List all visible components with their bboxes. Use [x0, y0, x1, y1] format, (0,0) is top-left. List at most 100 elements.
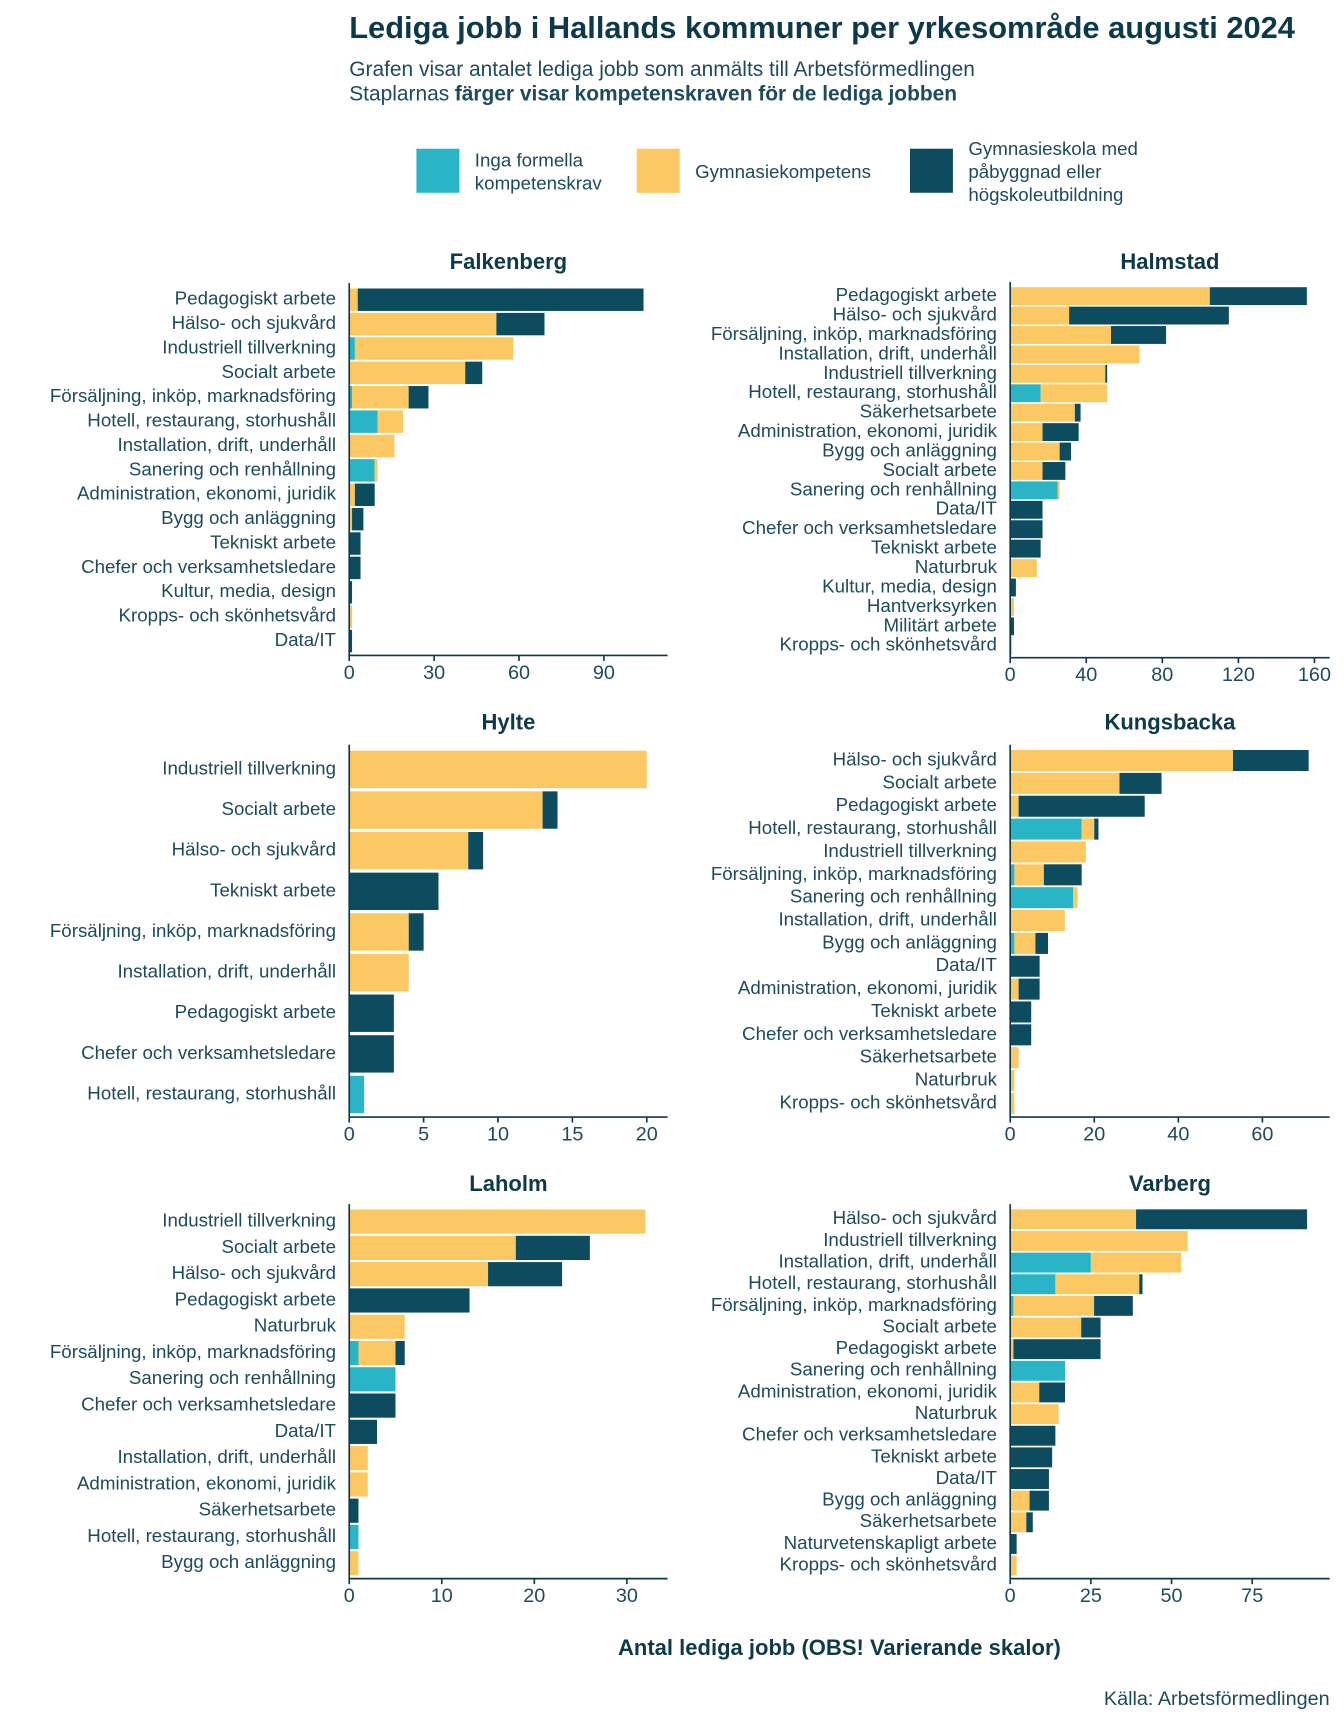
bar-segment [1010, 1469, 1049, 1489]
bar-segment [1010, 1252, 1091, 1273]
y-tick-label: Data/IT [936, 1467, 997, 1488]
bar-segment [1059, 442, 1072, 461]
y-tick-label: Tekniskt arbete [210, 879, 336, 900]
y-tick-label: Installation, drift, underhåll [778, 342, 997, 363]
bar-segment [1010, 345, 1140, 364]
bar-segment [349, 459, 375, 482]
y-tick-label: Säkerhetsarbete [860, 1510, 997, 1531]
bar-segment [349, 1446, 368, 1471]
y-tick-label: Installation, drift, underhåll [778, 908, 997, 929]
bar-segment [1010, 932, 1015, 954]
y-tick-label: Bygg och anläggning [822, 439, 997, 460]
panel-title: Halmstad [1120, 249, 1219, 274]
bar-segment [1042, 423, 1079, 442]
y-tick-label: Data/IT [275, 1420, 336, 1441]
bar-segment [395, 1340, 405, 1366]
bar-segment [1010, 1425, 1056, 1446]
bar-segment [354, 337, 514, 360]
bar-segment [1074, 403, 1081, 422]
y-tick-label: Hälso- och sjukvård [833, 748, 997, 769]
y-tick-label: Bygg och anläggning [161, 507, 336, 528]
bar-segment [488, 1262, 563, 1287]
bar-segment [377, 410, 403, 433]
bar-segment [1010, 1555, 1017, 1576]
bar-segment [1010, 559, 1037, 577]
bar-segment [1094, 1295, 1133, 1316]
bar-segment [349, 832, 469, 870]
x-tick-label: 20 [636, 1124, 658, 1146]
bar-segment [1010, 887, 1074, 909]
y-tick-label: Försäljning, inköp, marknadsföring [50, 920, 336, 941]
bar-segment [1018, 795, 1145, 817]
bar-segment [1209, 287, 1307, 306]
bar-segment [349, 1340, 359, 1366]
y-tick-label: Installation, drift, underhåll [778, 1251, 997, 1272]
y-tick-label: Sanering och renhållning [790, 1359, 997, 1380]
bar-segment [1013, 1339, 1101, 1360]
y-tick-label: Hotell, restaurang, storhushåll [87, 1082, 336, 1103]
y-tick-label: Kropps- och skönhetsvård [780, 634, 997, 655]
y-tick-label: Säkerhetsarbete [860, 401, 997, 422]
bar-segment [1010, 818, 1082, 840]
x-tick-label: 25 [1080, 1585, 1102, 1607]
bar-segment [349, 386, 353, 409]
x-tick-label: 60 [1251, 1124, 1273, 1146]
bar-segment [349, 1262, 489, 1287]
y-tick-label: Installation, drift, underhåll [117, 1446, 336, 1467]
bar-segment [349, 1035, 394, 1073]
y-tick-label: Pedagogiskt arbete [175, 288, 336, 309]
bar-segment [349, 994, 394, 1032]
y-tick-label: Socialt arbete [222, 1236, 336, 1257]
bar-segment [1010, 750, 1233, 772]
y-tick-label: Chefer och verksamhetsledare [742, 517, 997, 538]
y-tick-label: Sanering och renhållning [790, 478, 997, 499]
y-tick-label: Naturbruk [915, 1068, 998, 1089]
bar-segment [1090, 1252, 1182, 1273]
y-tick-label: Pedagogiskt arbete [175, 1001, 336, 1022]
y-tick-label: Tekniskt arbete [871, 1000, 997, 1021]
bar-segment [1119, 772, 1162, 794]
y-tick-label: Hantverksyrken [867, 595, 997, 616]
bar-segment [1136, 1209, 1308, 1230]
bar-segment [1010, 864, 1015, 886]
bar-segment [1010, 1382, 1040, 1403]
bar-segment [349, 483, 355, 506]
bar-segment [349, 750, 647, 789]
legend-label: Gymnasieskola med påbyggnad eller högsko… [968, 138, 1143, 205]
bar-segment [349, 361, 466, 385]
bar-segment [1014, 932, 1036, 954]
bar-segment [349, 434, 395, 458]
bar-segment [1010, 1070, 1015, 1092]
panel-title: Varberg [1129, 1171, 1211, 1196]
bar-segment [357, 288, 644, 311]
x-tick-label: 0 [344, 1124, 355, 1146]
bar-segment [408, 386, 429, 409]
y-tick-label: Hotell, restaurang, storhushåll [87, 410, 336, 431]
bar-segment [349, 1314, 405, 1339]
bar-segment [349, 581, 353, 604]
y-tick-label: Installation, drift, underhåll [117, 434, 336, 455]
bar-segment [1110, 326, 1167, 344]
x-tick-label: 5 [418, 1124, 429, 1146]
subtitle: Grafen visar antalet lediga jobb som anm… [349, 58, 975, 81]
bar-segment [1010, 1512, 1027, 1533]
bar-segment [1010, 1317, 1082, 1338]
subtitle-part: Staplarnas [349, 82, 449, 105]
x-tick-label: 0 [1005, 1585, 1016, 1607]
y-tick-label: Data/IT [936, 954, 997, 975]
y-tick-label: Hälso- och sjukvård [172, 1262, 336, 1283]
x-tick-label: 80 [1151, 664, 1173, 686]
y-tick-label: Bygg och anläggning [822, 1489, 997, 1510]
bar-segment [1010, 520, 1043, 539]
y-tick-label: Hälso- och sjukvård [172, 312, 336, 333]
bar-segment [1010, 841, 1086, 863]
y-tick-label: Sanering och renhållning [129, 458, 336, 479]
bar-segment [1094, 818, 1099, 840]
y-tick-label: Industriell tillverkning [823, 1229, 997, 1250]
x-tick-label: 75 [1241, 1585, 1263, 1607]
y-tick-label: Säkerhetsarbete [860, 1046, 997, 1067]
bar-segment [1010, 978, 1019, 1000]
y-tick-label: Industriell tillverkning [162, 1210, 336, 1231]
bar-segment [1010, 442, 1060, 461]
legend-swatch [416, 148, 460, 193]
